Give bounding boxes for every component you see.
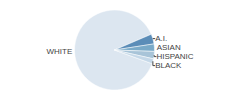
- svg-text:ASIAN: ASIAN: [157, 43, 181, 52]
- svg-text:A.I.: A.I.: [155, 34, 167, 43]
- svg-text:BLACK: BLACK: [155, 61, 182, 70]
- svg-text:HISPANIC: HISPANIC: [156, 52, 193, 61]
- svg-text:WHITE: WHITE: [46, 47, 72, 56]
